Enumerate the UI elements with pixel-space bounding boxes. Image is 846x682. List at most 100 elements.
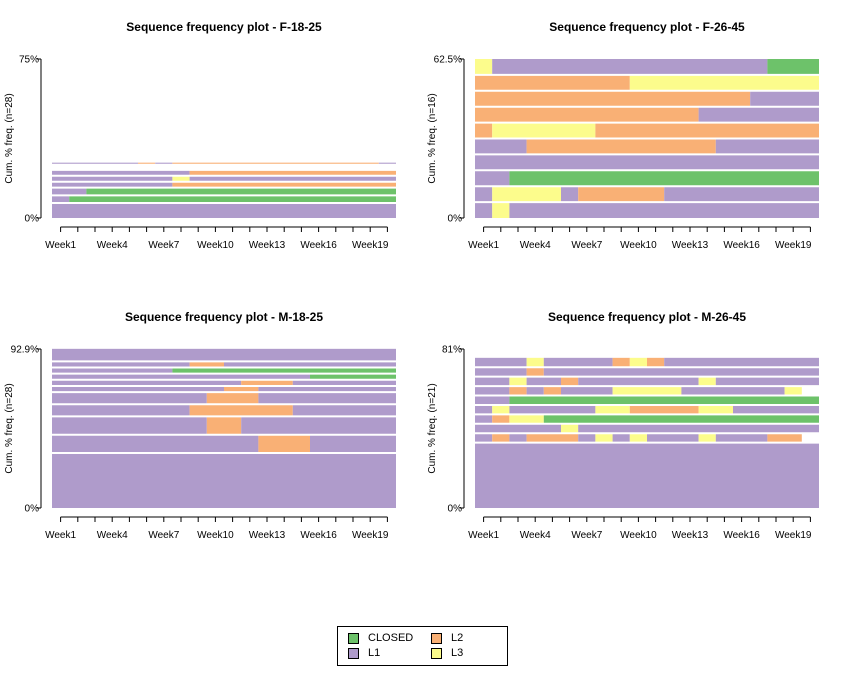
x-tick-label: Week16: [723, 240, 760, 251]
state-segment-l2: [241, 379, 293, 386]
state-segment-closed: [86, 187, 397, 196]
x-tick-label: Week1: [45, 240, 76, 251]
state-segment-l1: [310, 434, 396, 454]
x-tick-label: Week10: [620, 240, 657, 251]
sequence-bar: [475, 414, 819, 424]
state-segment-l1: [561, 386, 613, 396]
state-segment-l1: [715, 376, 819, 387]
sequence-bar: [52, 385, 396, 393]
sequence-bar: [52, 404, 396, 417]
state-segment-l2: [206, 416, 242, 435]
state-segment-l1: [378, 162, 396, 165]
y-tick-label: 92.9%: [11, 345, 39, 356]
state-segment-l1: [475, 404, 493, 415]
chart-title: Sequence frequency plot - M-18-25: [125, 310, 323, 324]
chart-panel-1: Sequence frequency plot - F-18-25 75% 0% Cu…: [4, 20, 397, 251]
sequence-bar: [475, 367, 819, 377]
state-segment-l1: [664, 186, 819, 203]
state-segment-l2: [526, 138, 716, 155]
y-tick-label: 62.5%: [434, 55, 462, 66]
sequence-bar: [52, 187, 397, 196]
state-segment-l1: [52, 181, 173, 188]
state-segment-l1: [664, 357, 819, 368]
state-segment-l2: [172, 162, 379, 165]
y-axis-label: Cum. % freq. (n=28): [4, 93, 15, 183]
state-segment-l3: [475, 59, 493, 75]
state-segment-l1: [475, 367, 527, 377]
state-segment-l3: [595, 433, 613, 443]
state-segment-l1: [475, 154, 819, 171]
sequence-bar: [52, 379, 396, 386]
legend-label: L3: [451, 647, 464, 659]
state-segment-l2: [206, 392, 259, 405]
x-tick-label: Week1: [45, 530, 76, 541]
sequence-bar: [475, 138, 819, 155]
y-axis-label: Cum. % freq. (n=16): [427, 93, 438, 183]
state-segment-l1: [52, 392, 207, 405]
state-segment-l2: [475, 90, 751, 107]
x-tick-label: Week10: [197, 530, 234, 541]
sequence-bar: [52, 453, 396, 508]
x-tick-label: Week16: [723, 530, 760, 541]
state-segment-l1: [475, 202, 493, 218]
x-tick-label: Week4: [520, 530, 551, 541]
state-segment-l1: [52, 195, 70, 203]
state-segment-l2: [526, 433, 579, 443]
state-segment-l1: [52, 373, 310, 380]
sequence-bar: [475, 423, 819, 434]
y-tick-label: 0%: [448, 504, 463, 515]
state-segment-l1: [578, 433, 596, 443]
state-segment-l1: [475, 414, 493, 424]
state-segment-l1: [475, 423, 561, 434]
state-segment-l1: [258, 385, 396, 393]
sequence-bar: [52, 373, 396, 380]
x-tick-label: Week7: [571, 240, 602, 251]
x-tick-label: Week4: [520, 240, 551, 251]
state-segment-l1: [224, 361, 396, 368]
state-segment-l3: [784, 386, 802, 396]
state-segment-l1: [52, 361, 190, 368]
state-segment-l1: [475, 357, 527, 368]
state-segment-l1: [292, 404, 396, 417]
state-segment-l1: [715, 138, 819, 155]
x-tick-label: Week7: [148, 530, 179, 541]
state-segment-l3: [629, 74, 819, 91]
y-tick-label: 0%: [448, 214, 463, 225]
y-tick-label: 0%: [25, 504, 40, 515]
state-segment-l2: [647, 357, 665, 368]
sequence-bar: [475, 404, 819, 415]
x-tick-label: Week4: [97, 240, 128, 251]
legend-label: L1: [368, 647, 381, 659]
chart-title: Sequence frequency plot - F-26-45: [549, 20, 745, 34]
state-segment-l1: [475, 186, 493, 203]
state-segment-closed: [172, 367, 396, 374]
x-tick-label: Week10: [620, 530, 657, 541]
sequence-bar: [52, 348, 396, 362]
state-segment-l1: [698, 106, 819, 123]
sequence-bar: [52, 175, 396, 182]
x-tick-label: Week19: [775, 530, 812, 541]
state-segment-l2: [526, 367, 544, 377]
sequence-bar: [475, 186, 819, 203]
chart-title: Sequence frequency plot - F-18-25: [126, 20, 322, 34]
x-tick-label: Week13: [672, 530, 709, 541]
state-segment-l1: [475, 395, 510, 405]
state-segment-l1: [52, 404, 190, 417]
state-segment-l3: [492, 202, 510, 218]
state-segment-l1: [750, 90, 819, 107]
state-segment-l2: [475, 74, 630, 91]
state-segment-l1: [52, 175, 173, 182]
state-segment-l2: [578, 186, 665, 203]
state-segment-l2: [189, 169, 396, 176]
state-segment-l1: [52, 385, 224, 393]
sequence-bar: [475, 59, 819, 75]
state-segment-l3: [492, 122, 596, 139]
sequence-bar: [475, 202, 819, 218]
sequence-bar: [475, 386, 802, 396]
state-segment-l1: [543, 357, 613, 368]
x-tick-label: Week13: [249, 240, 286, 251]
sequence-bar: [52, 181, 396, 188]
state-segment-l2: [629, 404, 699, 415]
sequence-bar: [52, 162, 396, 165]
